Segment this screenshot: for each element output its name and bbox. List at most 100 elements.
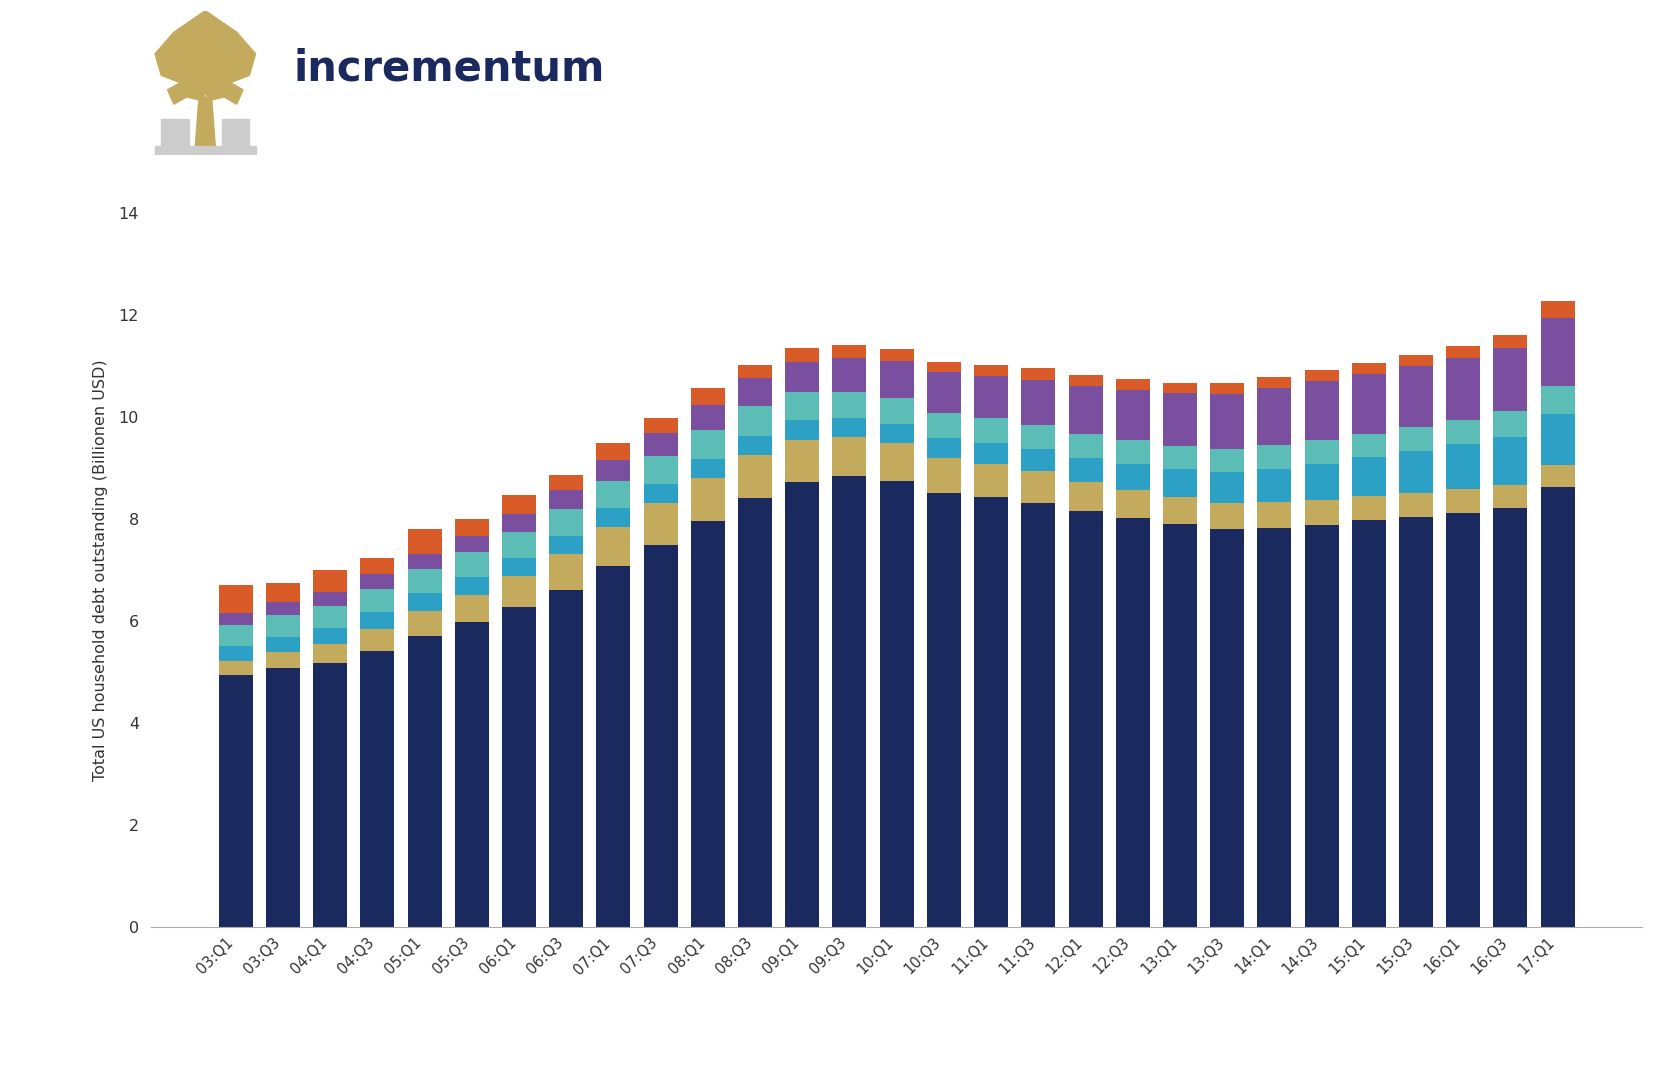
Bar: [454, 577, 489, 595]
Bar: [1493, 437, 1527, 485]
Bar: [597, 481, 630, 508]
Bar: [737, 498, 773, 927]
Bar: [1021, 503, 1056, 927]
Bar: [266, 615, 300, 636]
Bar: [1353, 434, 1386, 457]
Polygon shape: [194, 97, 215, 147]
Bar: [313, 605, 347, 629]
Bar: [974, 418, 1007, 442]
Bar: [644, 503, 677, 545]
Bar: [1540, 465, 1575, 487]
Bar: [454, 552, 489, 577]
Bar: [786, 361, 820, 391]
Bar: [1353, 520, 1386, 927]
Bar: [1540, 302, 1575, 318]
Bar: [360, 629, 394, 651]
Bar: [1116, 464, 1150, 490]
Bar: [1493, 411, 1527, 437]
Bar: [1493, 485, 1527, 508]
Bar: [454, 535, 489, 552]
Bar: [1163, 383, 1197, 393]
Bar: [501, 514, 536, 532]
Bar: [218, 661, 253, 676]
Bar: [737, 378, 773, 406]
Bar: [1069, 482, 1103, 511]
Bar: [313, 629, 347, 644]
Bar: [1021, 379, 1056, 425]
Bar: [1257, 388, 1292, 446]
Bar: [644, 418, 677, 433]
Bar: [1304, 526, 1339, 927]
Bar: [1021, 368, 1056, 379]
Bar: [737, 455, 773, 498]
Bar: [550, 589, 583, 927]
Bar: [927, 458, 960, 492]
Bar: [691, 459, 724, 479]
Bar: [644, 545, 677, 927]
Bar: [927, 372, 960, 414]
Polygon shape: [154, 11, 255, 104]
Bar: [1540, 487, 1575, 927]
Bar: [1399, 492, 1433, 517]
Bar: [833, 418, 866, 437]
Bar: [880, 399, 913, 424]
Bar: [501, 496, 536, 514]
Bar: [644, 433, 677, 455]
Bar: [501, 607, 536, 927]
Bar: [737, 436, 773, 455]
Bar: [1021, 471, 1056, 503]
Bar: [1163, 469, 1197, 498]
Bar: [597, 443, 630, 461]
Bar: [266, 582, 300, 602]
Bar: [1304, 440, 1339, 464]
Bar: [1021, 449, 1056, 471]
Bar: [691, 479, 724, 521]
Bar: [974, 464, 1007, 497]
Bar: [786, 439, 820, 482]
Bar: [1210, 449, 1244, 472]
Bar: [407, 554, 441, 569]
Bar: [927, 361, 960, 372]
Bar: [691, 388, 724, 405]
Bar: [974, 497, 1007, 927]
Bar: [1257, 469, 1292, 502]
Bar: [786, 482, 820, 927]
Bar: [1116, 390, 1150, 440]
Bar: [1116, 440, 1150, 464]
Bar: [1353, 496, 1386, 520]
Bar: [1069, 511, 1103, 927]
Bar: [1399, 355, 1433, 367]
Bar: [1069, 386, 1103, 434]
Bar: [597, 461, 630, 481]
Bar: [266, 652, 300, 668]
Bar: [218, 676, 253, 927]
Bar: [737, 406, 773, 436]
Bar: [644, 484, 677, 503]
Bar: [1210, 472, 1244, 503]
Bar: [550, 535, 583, 554]
Bar: [454, 595, 489, 623]
Y-axis label: Total US household debt outstanding (Billionen USD): Total US household debt outstanding (Bil…: [92, 359, 107, 781]
Bar: [1540, 414, 1575, 465]
Bar: [597, 566, 630, 927]
Bar: [786, 349, 820, 361]
Bar: [833, 392, 866, 418]
Bar: [880, 350, 913, 361]
Bar: [691, 430, 724, 459]
Bar: [550, 554, 583, 589]
Bar: [1540, 318, 1575, 386]
Bar: [644, 455, 677, 484]
Bar: [454, 623, 489, 927]
Bar: [501, 532, 536, 558]
Bar: [1210, 393, 1244, 449]
Bar: [1163, 393, 1197, 446]
Bar: [1540, 386, 1575, 414]
Bar: [1446, 489, 1480, 513]
Bar: [833, 358, 866, 392]
Bar: [1257, 528, 1292, 927]
Bar: [154, 146, 255, 155]
Bar: [974, 376, 1007, 418]
Bar: [266, 636, 300, 652]
Bar: [786, 392, 820, 420]
Bar: [1446, 345, 1480, 358]
